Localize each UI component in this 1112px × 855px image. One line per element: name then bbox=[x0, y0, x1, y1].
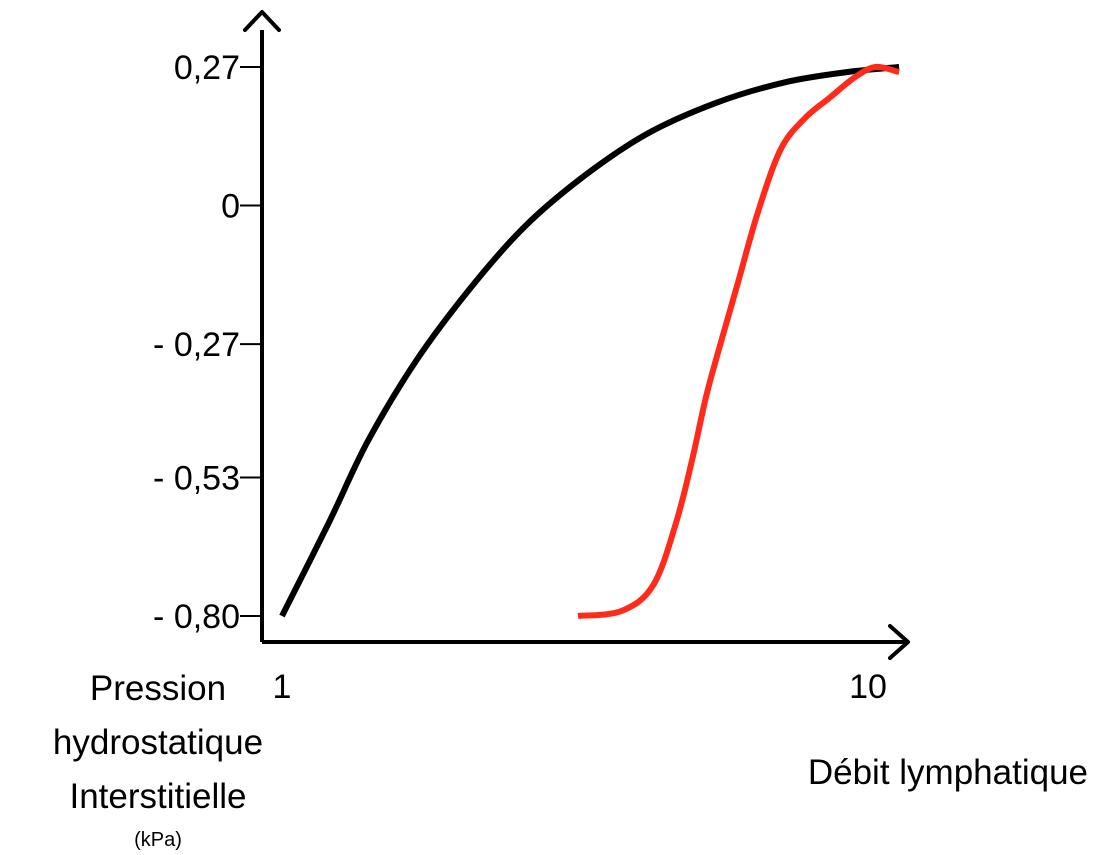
x-tick-label: 10 bbox=[849, 668, 887, 706]
y-axis-title-line-1: Pression bbox=[90, 669, 226, 708]
y-axis-arrow-icon bbox=[243, 10, 281, 32]
y-tick-label: - 0,80 bbox=[153, 598, 240, 636]
y-tick-label: 0 bbox=[221, 188, 240, 226]
y-ticks: 0,27 0 - 0,27 - 0,53 - 0,80 bbox=[153, 49, 262, 636]
x-axis-arrow-icon bbox=[888, 624, 910, 660]
y-axis-title-line-3: Interstitielle bbox=[69, 777, 246, 816]
series-line-1 bbox=[279, 64, 900, 618]
series-line-2 bbox=[577, 63, 900, 619]
series-layer bbox=[279, 63, 900, 619]
x-ticks: 1 10 bbox=[273, 668, 887, 706]
x-tick-label: 1 bbox=[273, 668, 292, 706]
y-tick-label: - 0,27 bbox=[153, 326, 240, 364]
y-axis-title-line-2: hydrostatique bbox=[53, 723, 263, 762]
y-tick-label: - 0,53 bbox=[153, 459, 240, 497]
y-tick-label: 0,27 bbox=[174, 49, 240, 87]
y-axis-unit: (kPa) bbox=[134, 829, 182, 851]
x-axis-title: Débit lymphatique bbox=[808, 753, 1088, 792]
